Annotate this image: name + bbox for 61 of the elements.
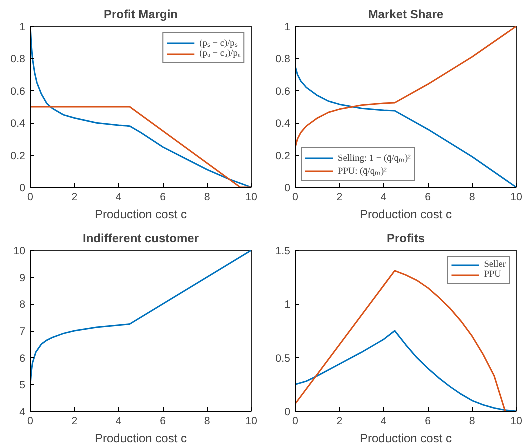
y-tick-label: 6 bbox=[20, 352, 26, 365]
x-tick-label: 6 bbox=[160, 192, 166, 204]
x-tick-label: 0 bbox=[292, 416, 299, 428]
y-tick-label: 8 bbox=[20, 299, 26, 312]
y-tick-label: 1 bbox=[20, 22, 26, 34]
x-tick-label: 8 bbox=[204, 192, 210, 204]
y-tick-label: 4 bbox=[20, 406, 26, 418]
x-axis-title: Production cost c bbox=[360, 208, 452, 222]
x-tick-label: 4 bbox=[116, 192, 122, 204]
y-tick-label: 0.5 bbox=[276, 352, 291, 365]
y-tick-label: 0 bbox=[284, 182, 291, 194]
x-tick-label: 6 bbox=[425, 416, 432, 428]
x-tick-label: 10 bbox=[510, 416, 522, 428]
y-tick-label: 1 bbox=[284, 22, 291, 34]
x-tick-label: 10 bbox=[510, 192, 522, 204]
x-axis-title: Production cost c bbox=[360, 432, 452, 446]
x-tick-label: 8 bbox=[469, 416, 476, 428]
y-tick-label: 0 bbox=[284, 406, 291, 418]
legend-label: Seller bbox=[484, 260, 506, 270]
y-tick-label: 5 bbox=[20, 380, 26, 392]
x-tick-label: 4 bbox=[380, 192, 387, 204]
x-tick-label: 0 bbox=[28, 192, 34, 204]
x-tick-label: 0 bbox=[28, 416, 34, 428]
legend-label: Selling: 1 − (q̄/qₘ)² bbox=[338, 153, 411, 164]
y-tick-label: 0.8 bbox=[276, 54, 291, 66]
y-tick-label: 0.2 bbox=[276, 150, 291, 162]
legend-label: (pᵤ − cᵤ)/pᵤ bbox=[200, 49, 241, 59]
chart-title: Profits bbox=[387, 232, 426, 246]
x-tick-label: 2 bbox=[336, 416, 343, 428]
y-tick-label: 1.5 bbox=[276, 246, 291, 258]
y-tick-label: 0.4 bbox=[276, 118, 291, 130]
x-tick-label: 6 bbox=[160, 416, 166, 428]
x-axis-title: Production cost c bbox=[94, 432, 188, 446]
x-tick-label: 10 bbox=[246, 192, 258, 204]
x-tick-label: 2 bbox=[72, 192, 78, 204]
y-tick-label: 0.6 bbox=[10, 86, 26, 98]
y-tick-label: 0.8 bbox=[10, 54, 26, 66]
chart-title: Profit Margin bbox=[104, 8, 178, 22]
x-tick-label: 8 bbox=[469, 192, 476, 204]
x-axis-title: Production cost c bbox=[94, 208, 188, 222]
legend-label: PPU: (q̄/qₘ)² bbox=[338, 166, 387, 177]
y-tick-label: 9 bbox=[20, 272, 26, 284]
chart-title: Market Share bbox=[368, 8, 444, 22]
legend-label: (pₛ − c)/pₛ bbox=[200, 38, 238, 49]
chart-title: Indifferent customer bbox=[82, 232, 200, 246]
x-tick-label: 4 bbox=[116, 416, 122, 428]
legend-label: PPU bbox=[484, 270, 502, 280]
y-tick-label: 10 bbox=[14, 246, 26, 258]
x-tick-label: 2 bbox=[336, 192, 343, 204]
x-tick-label: 8 bbox=[204, 416, 210, 428]
y-tick-label: 7 bbox=[20, 326, 26, 338]
x-tick-label: 6 bbox=[425, 192, 432, 204]
x-tick-label: 4 bbox=[380, 416, 387, 428]
y-tick-label: 0.6 bbox=[276, 86, 291, 98]
y-tick-label: 0 bbox=[20, 182, 26, 194]
x-tick-label: 2 bbox=[72, 416, 78, 428]
x-tick-label: 10 bbox=[246, 416, 258, 428]
y-tick-label: 0.2 bbox=[10, 150, 26, 162]
y-tick-label: 0.4 bbox=[10, 118, 26, 130]
x-tick-label: 0 bbox=[292, 192, 299, 204]
y-tick-label: 1 bbox=[284, 299, 291, 312]
